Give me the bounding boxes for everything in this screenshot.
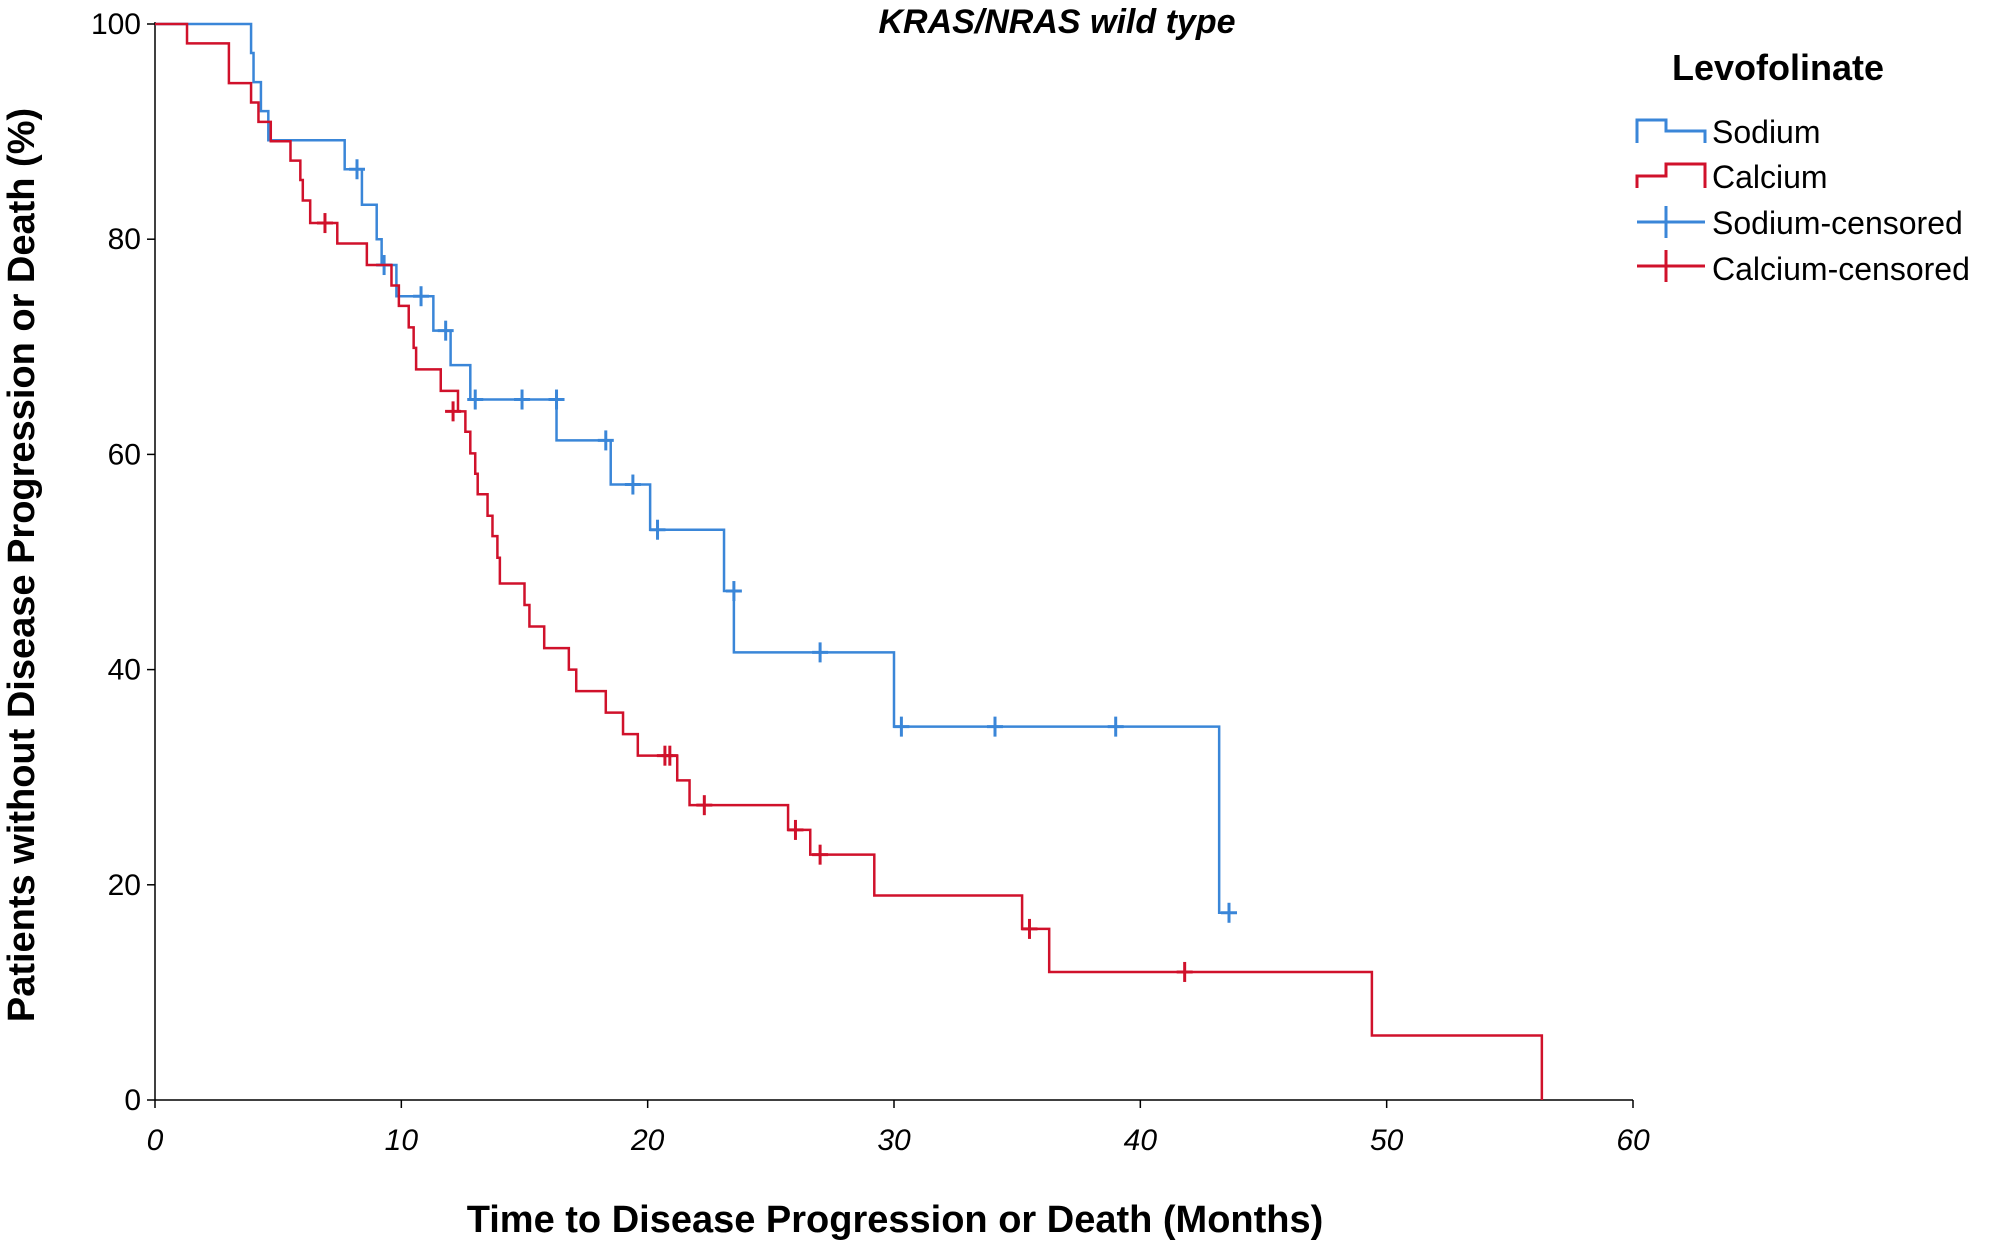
sodium-censor-mark — [986, 716, 1003, 737]
y-tick-label: 40 — [108, 654, 141, 687]
legend-sodium-label: Sodium — [1712, 114, 1821, 150]
sodium-censor-mark — [348, 159, 365, 180]
legend-sodium-censored-swatch — [1637, 206, 1705, 238]
x-tick-label: 40 — [1124, 1124, 1158, 1157]
sodium-censor-mark — [893, 716, 910, 737]
sodium-censor-mark — [514, 389, 531, 410]
x-tick-label: 50 — [1370, 1124, 1404, 1157]
sodium-censor-mark — [548, 389, 565, 410]
sodium-censor-mark — [649, 519, 666, 540]
legend-sodium-swatch — [1635, 118, 1707, 143]
sodium-censor-mark — [812, 642, 829, 663]
legend-calcium-censored-label: Calcium-censored — [1712, 251, 1970, 287]
legend-calcium-swatch — [1635, 162, 1707, 188]
y-tick-label: 80 — [108, 223, 141, 256]
y-ticks: 0 20 40 60 80 100 — [91, 8, 155, 1117]
sodium-censor-mark — [467, 389, 484, 410]
calcium-censor-mark — [1021, 918, 1038, 939]
calcium-censor-mark — [445, 401, 462, 422]
legend-calcium-censored-swatch — [1637, 250, 1705, 282]
sodium-censor-mark — [597, 430, 614, 451]
calcium-censor-mark — [812, 844, 829, 865]
calcium-censor-mark — [787, 819, 804, 840]
sodium-censor-mark — [1107, 716, 1124, 737]
sodium-censor-mark — [1221, 902, 1238, 923]
chart-title: KRAS/NRAS wild type — [878, 3, 1235, 41]
legend-sodium-censored-label: Sodium-censored — [1712, 205, 1963, 241]
calcium-censor-mark — [661, 745, 678, 766]
sodium-censor-mark — [725, 581, 742, 602]
sodium-censor-mark — [624, 474, 641, 495]
x-tick-label: 60 — [1616, 1124, 1650, 1157]
legend: Levofolinate Sodium Calcium Sodium-censo… — [1635, 47, 1970, 287]
x-axis-title: Time to Disease Progression or Death (Mo… — [467, 1199, 1324, 1241]
calcium-censor-mark — [316, 213, 333, 234]
calcium-survival-line — [155, 22, 1544, 1100]
sodium-censor-mark — [437, 320, 454, 341]
calcium-censor-mark — [1176, 961, 1193, 982]
y-axis-title: Patients without Disease Progression or … — [1, 108, 43, 1022]
legend-title: Levofolinate — [1672, 47, 1884, 88]
legend-calcium-label: Calcium — [1712, 159, 1828, 195]
x-tick-label: 30 — [877, 1124, 911, 1157]
y-tick-label: 60 — [108, 438, 141, 471]
y-tick-label: 20 — [108, 869, 141, 902]
sodium-censor-mark — [413, 286, 430, 307]
x-tick-label: 0 — [147, 1124, 164, 1157]
x-tick-label: 20 — [630, 1124, 665, 1157]
series-group — [155, 22, 1544, 1100]
y-tick-label: 100 — [91, 8, 141, 41]
calcium-censor-mark — [696, 795, 713, 816]
sodium-survival-line — [155, 22, 1230, 915]
x-ticks: 0 10 20 30 40 50 60 — [147, 1100, 1650, 1157]
x-tick-label: 10 — [385, 1124, 419, 1157]
y-tick-label: 0 — [124, 1084, 141, 1117]
